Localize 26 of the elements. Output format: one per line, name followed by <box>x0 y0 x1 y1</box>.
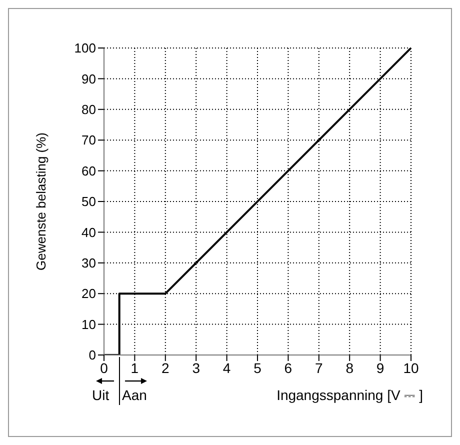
text: Uit <box>92 387 110 403</box>
y-axis-title: Gewenste belasting (%) <box>34 132 49 271</box>
y-tick-label: 40 <box>82 224 96 240</box>
y-tick-label: 10 <box>82 316 96 332</box>
x-tick-label: 8 <box>346 360 354 376</box>
y-tick-label: 70 <box>82 132 96 148</box>
x-tick-label: 2 <box>162 360 170 376</box>
x-tick-label: 3 <box>192 360 200 376</box>
x-tick-label: 0 <box>100 360 108 376</box>
x-tick-label: 4 <box>222 360 231 376</box>
x-axis-title: Ingangsspanning [V ⎓ ] <box>276 387 423 404</box>
x-tick-label: 7 <box>315 360 323 376</box>
y-tick-label: 60 <box>82 163 96 178</box>
x-tick-label: 6 <box>284 360 292 376</box>
y-tick-label: 30 <box>82 256 96 271</box>
x-tick-label: 10 <box>403 360 419 376</box>
y-tick-label: 50 <box>82 194 96 210</box>
x-tick-label: 9 <box>376 360 384 376</box>
text: Aan <box>122 387 147 403</box>
y-tick-label: 20 <box>82 286 96 302</box>
x-tick-label: 5 <box>254 360 262 376</box>
y-tick-label: 80 <box>82 102 96 118</box>
x-tick-label: 1 <box>130 360 139 376</box>
y-tick-label: 100 <box>74 40 96 56</box>
y-tick-label: 90 <box>82 71 96 86</box>
y-tick-label: 0 <box>88 348 96 363</box>
